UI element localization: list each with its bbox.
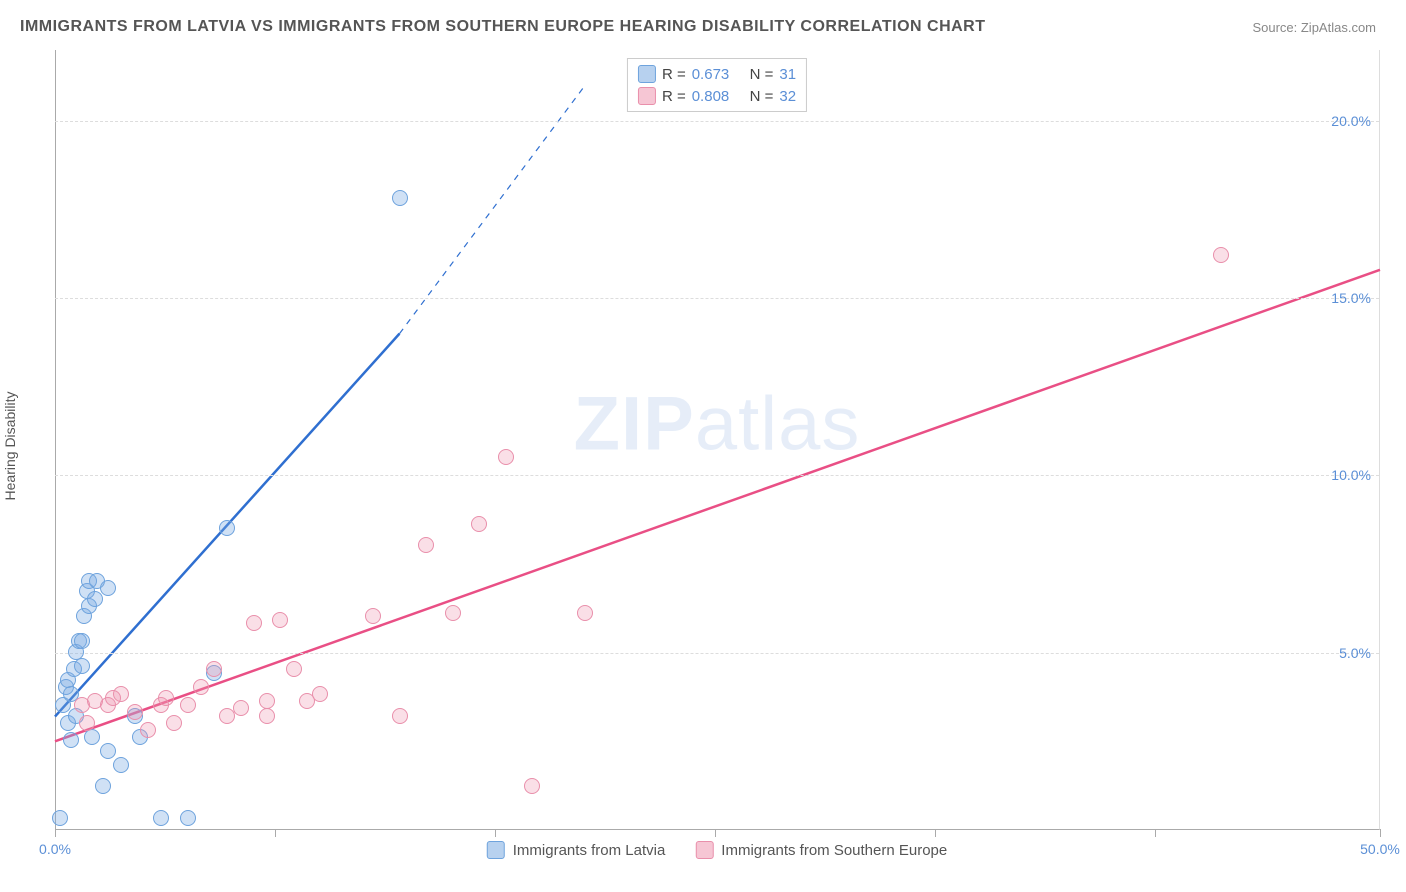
data-point — [418, 537, 434, 553]
data-point — [233, 700, 249, 716]
x-tick-label: 50.0% — [1360, 841, 1400, 857]
x-tick — [935, 829, 936, 837]
data-point — [219, 520, 235, 536]
data-point — [286, 661, 302, 677]
scatter-plot-area: ZIPatlas R = 0.673 N = 31 R = 0.808 N = … — [55, 50, 1380, 830]
y-tick-label: 5.0% — [1339, 645, 1371, 661]
data-point — [100, 743, 116, 759]
legend-item-1: Immigrants from Latvia — [487, 841, 666, 859]
stat-label-r: R = — [662, 66, 686, 83]
data-point — [158, 690, 174, 706]
gridline — [55, 653, 1379, 654]
chart-title: IMMIGRANTS FROM LATVIA VS IMMIGRANTS FRO… — [20, 18, 986, 36]
x-tick — [55, 829, 56, 837]
data-point — [74, 633, 90, 649]
swatch-series-1 — [638, 65, 656, 83]
data-point — [95, 778, 111, 794]
x-tick — [495, 829, 496, 837]
data-point — [312, 686, 328, 702]
data-point — [113, 757, 129, 773]
data-point — [127, 704, 143, 720]
stats-row-series-1: R = 0.673 N = 31 — [638, 63, 796, 85]
data-point — [79, 715, 95, 731]
legend-swatch-2 — [695, 841, 713, 859]
data-point — [180, 697, 196, 713]
legend-item-2: Immigrants from Southern Europe — [695, 841, 947, 859]
stat-label-n: N = — [750, 88, 774, 105]
data-point — [1213, 247, 1229, 263]
bottom-legend: Immigrants from Latvia Immigrants from S… — [487, 841, 947, 859]
stat-value-n-2: 32 — [779, 88, 796, 105]
stat-value-n-1: 31 — [779, 66, 796, 83]
swatch-series-2 — [638, 87, 656, 105]
data-point — [74, 658, 90, 674]
stats-row-series-2: R = 0.808 N = 32 — [638, 85, 796, 107]
stats-legend-box: R = 0.673 N = 31 R = 0.808 N = 32 — [627, 58, 807, 112]
source-attribution: Source: ZipAtlas.com — [1252, 20, 1376, 35]
data-point — [246, 615, 262, 631]
data-point — [100, 580, 116, 596]
data-point — [166, 715, 182, 731]
data-point — [471, 516, 487, 532]
stat-label-n: N = — [750, 66, 774, 83]
data-point — [577, 605, 593, 621]
data-point — [153, 810, 169, 826]
stat-label-r: R = — [662, 88, 686, 105]
data-point — [272, 612, 288, 628]
x-tick — [715, 829, 716, 837]
legend-label-2: Immigrants from Southern Europe — [721, 842, 947, 859]
data-point — [392, 708, 408, 724]
data-point — [87, 591, 103, 607]
data-point — [259, 708, 275, 724]
trend-lines — [55, 50, 1379, 829]
gridline — [55, 121, 1379, 122]
data-point — [193, 679, 209, 695]
legend-label-1: Immigrants from Latvia — [513, 842, 666, 859]
data-point — [105, 690, 121, 706]
y-tick-label: 20.0% — [1331, 113, 1371, 129]
gridline — [55, 475, 1379, 476]
y-axis-label: Hearing Disability — [2, 392, 18, 501]
data-point — [180, 810, 196, 826]
y-tick-label: 10.0% — [1331, 467, 1371, 483]
x-tick — [1380, 829, 1381, 837]
data-point — [445, 605, 461, 621]
x-tick-label: 0.0% — [39, 841, 71, 857]
data-point — [140, 722, 156, 738]
data-point — [524, 778, 540, 794]
legend-swatch-1 — [487, 841, 505, 859]
y-tick-label: 15.0% — [1331, 290, 1371, 306]
stat-value-r-1: 0.673 — [692, 66, 730, 83]
x-tick — [275, 829, 276, 837]
gridline — [55, 298, 1379, 299]
data-point — [206, 661, 222, 677]
data-point — [84, 729, 100, 745]
stat-value-r-2: 0.808 — [692, 88, 730, 105]
x-tick — [1155, 829, 1156, 837]
data-point — [52, 810, 68, 826]
data-point — [392, 190, 408, 206]
data-point — [365, 608, 381, 624]
data-point — [259, 693, 275, 709]
data-point — [498, 449, 514, 465]
data-point — [63, 732, 79, 748]
